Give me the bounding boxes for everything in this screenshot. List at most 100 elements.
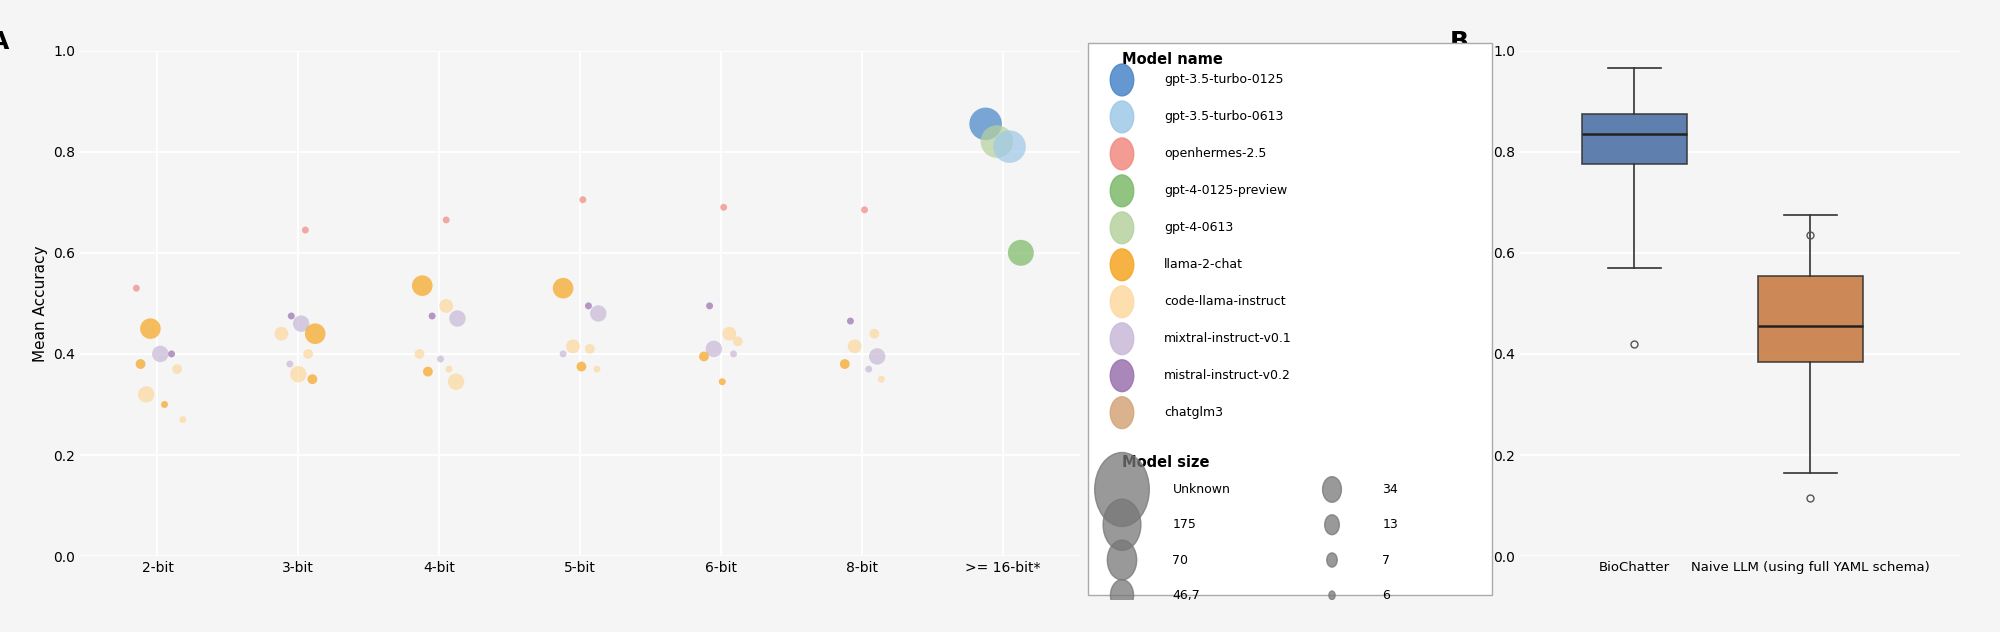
Circle shape xyxy=(1110,64,1134,96)
Circle shape xyxy=(1104,499,1140,550)
Point xyxy=(694,301,726,311)
Point xyxy=(440,377,472,387)
Text: gpt-3.5-turbo-0613: gpt-3.5-turbo-0613 xyxy=(1164,111,1284,123)
Point xyxy=(156,349,188,359)
Point xyxy=(406,281,438,291)
Point xyxy=(134,324,166,334)
Text: mistral-instruct-v0.2: mistral-instruct-v0.2 xyxy=(1164,369,1290,382)
Point xyxy=(838,341,870,351)
Point xyxy=(572,301,604,311)
Point xyxy=(266,329,298,339)
Point xyxy=(144,349,176,359)
Point xyxy=(574,344,606,354)
Point xyxy=(124,359,156,369)
Point xyxy=(994,142,1026,152)
Circle shape xyxy=(1110,175,1134,207)
Point xyxy=(556,341,588,351)
Y-axis label: Mean Accuracy: Mean Accuracy xyxy=(32,245,48,362)
Point xyxy=(300,329,332,339)
Text: mixtral-instruct-v0.1: mixtral-instruct-v0.1 xyxy=(1164,332,1292,345)
Point xyxy=(548,283,580,293)
Point xyxy=(442,313,474,324)
Text: 70: 70 xyxy=(1172,554,1188,566)
Circle shape xyxy=(1328,591,1336,600)
Point xyxy=(566,195,598,205)
Point xyxy=(688,351,720,362)
Text: gpt-4-0613: gpt-4-0613 xyxy=(1164,221,1234,234)
Circle shape xyxy=(1110,323,1134,355)
Point xyxy=(834,316,866,326)
Text: Model name: Model name xyxy=(1122,51,1222,66)
Point xyxy=(970,119,1002,129)
Circle shape xyxy=(1110,360,1134,392)
Text: Unknown: Unknown xyxy=(1172,483,1230,496)
Point xyxy=(412,367,444,377)
Point xyxy=(980,137,1012,147)
Circle shape xyxy=(1110,212,1134,244)
Point xyxy=(1004,248,1036,258)
Point xyxy=(296,374,328,384)
Point xyxy=(424,354,456,364)
Point xyxy=(866,374,898,384)
Text: 13: 13 xyxy=(1382,518,1398,532)
Point xyxy=(862,351,894,362)
Text: gpt-3.5-turbo-0125: gpt-3.5-turbo-0125 xyxy=(1164,73,1284,87)
Text: chatglm3: chatglm3 xyxy=(1164,406,1224,419)
Point xyxy=(276,311,308,321)
Point xyxy=(430,215,462,225)
Point xyxy=(292,349,324,359)
Point xyxy=(162,364,194,374)
Text: 34: 34 xyxy=(1382,483,1398,496)
Point xyxy=(430,301,462,311)
Point xyxy=(718,349,750,359)
Point xyxy=(852,364,884,374)
Circle shape xyxy=(1110,580,1134,611)
Circle shape xyxy=(1110,101,1134,133)
Point xyxy=(434,364,466,374)
FancyBboxPatch shape xyxy=(1088,43,1492,595)
Circle shape xyxy=(1326,553,1338,567)
Point xyxy=(858,329,890,339)
Circle shape xyxy=(1110,138,1134,170)
Text: openhermes-2.5: openhermes-2.5 xyxy=(1164,147,1266,161)
Point xyxy=(714,329,746,339)
Point xyxy=(286,319,318,329)
Text: 6: 6 xyxy=(1382,589,1390,602)
Point xyxy=(416,311,448,321)
PathPatch shape xyxy=(1758,276,1864,362)
PathPatch shape xyxy=(1582,114,1688,164)
Point xyxy=(580,364,612,374)
Text: code-llama-instruct: code-llama-instruct xyxy=(1164,295,1286,308)
Point xyxy=(148,399,180,410)
Text: B: B xyxy=(1450,30,1468,54)
Point xyxy=(722,336,754,346)
Point xyxy=(706,377,738,387)
Point xyxy=(828,359,860,369)
Circle shape xyxy=(1094,453,1150,526)
Point xyxy=(404,349,436,359)
Point xyxy=(130,389,162,399)
Text: gpt-4-0125-preview: gpt-4-0125-preview xyxy=(1164,185,1288,197)
Point xyxy=(708,202,740,212)
Point xyxy=(548,349,580,359)
Circle shape xyxy=(1322,477,1342,502)
Circle shape xyxy=(1108,540,1136,580)
Point xyxy=(274,359,306,369)
Point xyxy=(120,283,152,293)
Text: llama-2-chat: llama-2-chat xyxy=(1164,258,1244,271)
Circle shape xyxy=(1324,515,1340,535)
Circle shape xyxy=(1110,286,1134,318)
Point xyxy=(698,344,730,354)
Text: 46,7: 46,7 xyxy=(1172,589,1200,602)
Text: 7: 7 xyxy=(1382,554,1390,566)
Circle shape xyxy=(1110,397,1134,428)
Text: A: A xyxy=(0,30,10,54)
Point xyxy=(282,369,314,379)
Point xyxy=(166,415,198,425)
Point xyxy=(566,362,598,372)
Point xyxy=(582,308,614,319)
Circle shape xyxy=(1110,249,1134,281)
Y-axis label: Accuracy: Accuracy xyxy=(1472,269,1488,338)
Text: Model size: Model size xyxy=(1122,455,1210,470)
Text: 175: 175 xyxy=(1172,518,1196,532)
